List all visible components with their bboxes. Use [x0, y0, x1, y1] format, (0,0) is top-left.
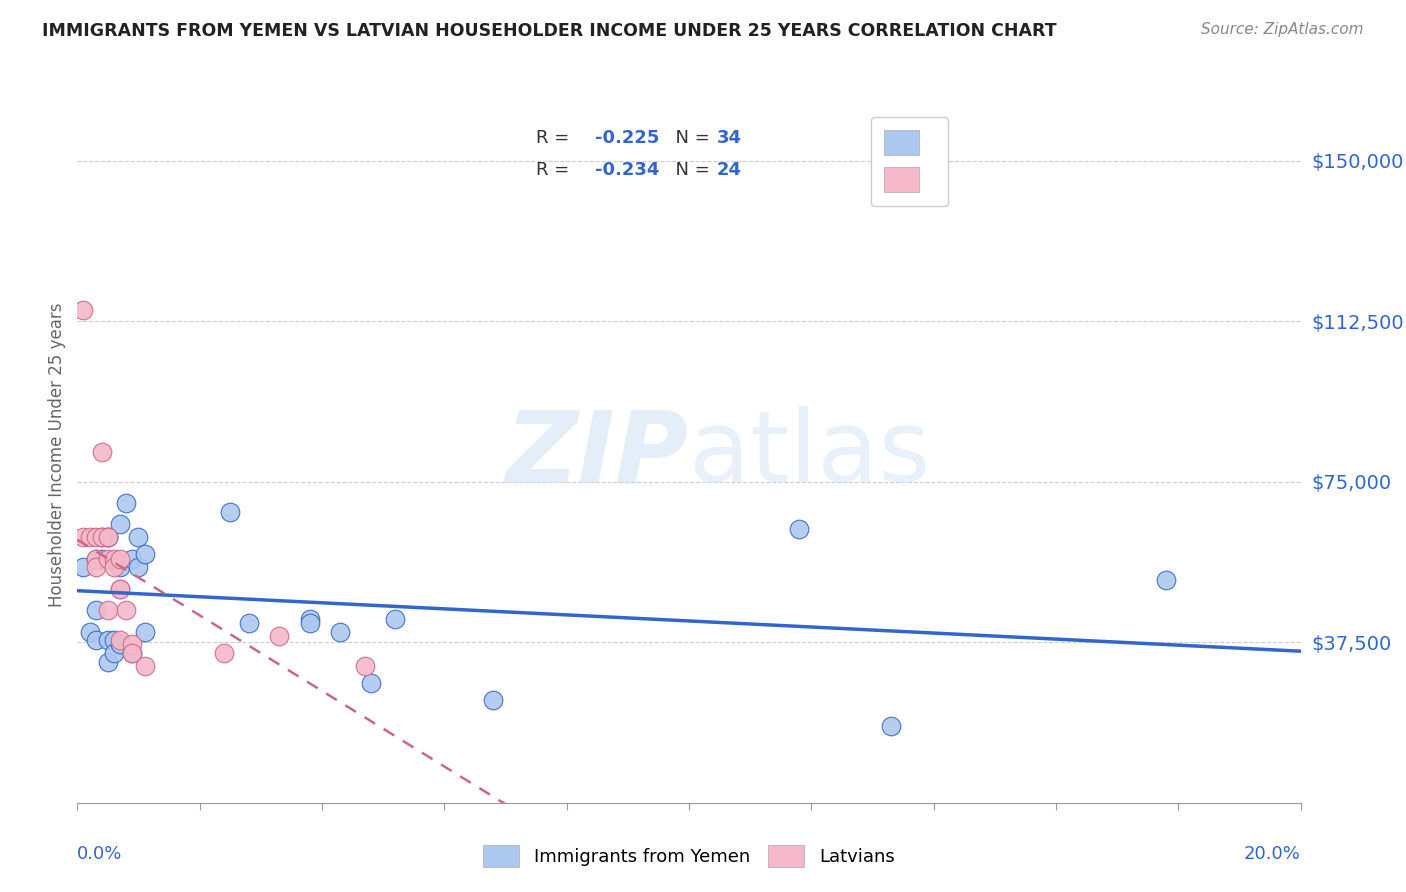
Point [97, 633, 120, 648]
Point [84, 530, 107, 544]
Point [79, 624, 101, 639]
Point [103, 551, 125, 566]
Point [79, 530, 101, 544]
Point [121, 646, 143, 660]
Point [880, 719, 903, 733]
Point [90, 551, 112, 566]
Point [84, 551, 107, 566]
Point [121, 551, 143, 566]
Point [134, 548, 156, 562]
Text: atlas: atlas [689, 407, 931, 503]
Text: -0.234: -0.234 [595, 161, 659, 178]
Point [103, 646, 125, 660]
Point [97, 530, 120, 544]
Point [90, 530, 112, 544]
Point [108, 633, 131, 648]
Text: R =: R = [536, 161, 575, 178]
Point [90, 530, 112, 544]
Text: IMMIGRANTS FROM YEMEN VS LATVIAN HOUSEHOLDER INCOME UNDER 25 YEARS CORRELATION C: IMMIGRANTS FROM YEMEN VS LATVIAN HOUSEHO… [42, 22, 1057, 40]
Point [97, 655, 120, 669]
Point [84, 603, 107, 617]
Point [787, 522, 810, 536]
Text: 20.0%: 20.0% [1244, 845, 1301, 863]
Point [97, 603, 120, 617]
Point [108, 582, 131, 596]
Text: N =: N = [665, 161, 716, 178]
Point [84, 560, 107, 574]
Point [134, 658, 156, 673]
Point [108, 517, 131, 532]
Point [238, 615, 260, 630]
Point [84, 633, 107, 648]
Point [269, 629, 291, 643]
Legend: Immigrants from Yemen, Latvians: Immigrants from Yemen, Latvians [477, 838, 901, 874]
Point [128, 560, 150, 574]
Point [298, 612, 321, 626]
Text: 34: 34 [717, 129, 742, 147]
Point [134, 624, 156, 639]
Point [84, 551, 107, 566]
Text: Source: ZipAtlas.com: Source: ZipAtlas.com [1201, 22, 1364, 37]
Point [108, 551, 131, 566]
Point [90, 444, 112, 458]
Point [97, 530, 120, 544]
Text: R =: R = [536, 129, 575, 147]
Text: ZIP: ZIP [506, 407, 689, 503]
Point [108, 560, 131, 574]
Point [103, 560, 125, 574]
Point [219, 505, 242, 519]
Point [72, 560, 94, 574]
Point [298, 615, 321, 630]
Point [115, 603, 138, 617]
Point [121, 646, 143, 660]
Point [482, 693, 505, 707]
Point [212, 646, 235, 660]
Point [360, 676, 382, 690]
Point [1154, 573, 1177, 587]
Point [115, 496, 138, 510]
Point [329, 624, 352, 639]
Point [97, 551, 120, 566]
Point [384, 612, 406, 626]
Point [108, 637, 131, 651]
Point [121, 637, 143, 651]
Point [108, 582, 131, 596]
Text: N =: N = [665, 129, 716, 147]
Text: -0.225: -0.225 [595, 129, 659, 147]
Point [128, 530, 150, 544]
Point [72, 530, 94, 544]
Text: 24: 24 [717, 161, 742, 178]
Point [97, 530, 120, 544]
Text: 0.0%: 0.0% [77, 845, 122, 863]
Point [72, 303, 94, 318]
Point [103, 633, 125, 648]
Y-axis label: Householder Income Under 25 years: Householder Income Under 25 years [48, 302, 66, 607]
Point [353, 658, 375, 673]
